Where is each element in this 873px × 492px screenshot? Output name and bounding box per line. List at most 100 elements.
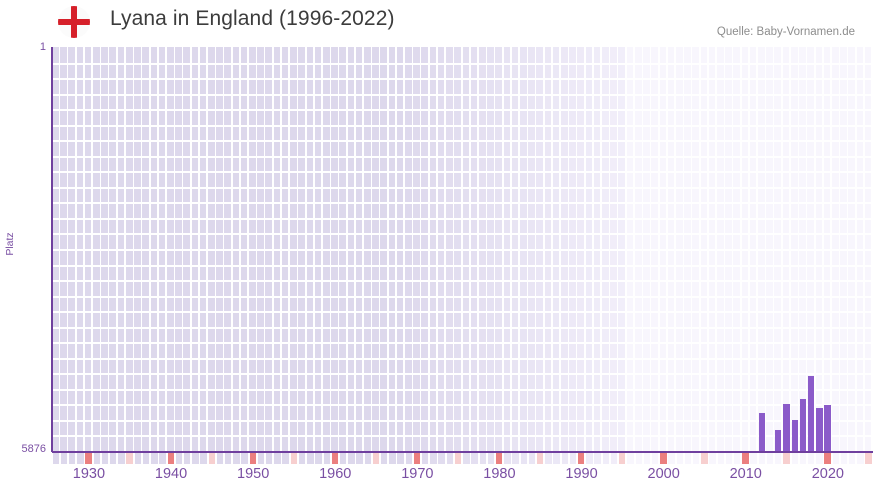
bar <box>807 376 815 451</box>
year-marker <box>619 453 626 464</box>
source-note: Quelle: Baby-Vornamen.de <box>716 26 855 38</box>
year-marker <box>536 453 544 464</box>
decade-marker <box>331 453 339 464</box>
year-marker <box>200 453 207 464</box>
year-marker <box>463 453 470 464</box>
decade-marker <box>495 453 503 464</box>
year-marker <box>676 453 683 464</box>
year-marker <box>397 453 404 464</box>
year-marker <box>807 453 815 464</box>
year-marker <box>627 453 634 464</box>
year-marker <box>216 453 224 464</box>
year-marker <box>471 453 478 464</box>
year-marker <box>717 453 725 464</box>
year-marker <box>175 453 183 464</box>
year-marker <box>422 453 429 464</box>
year-marker <box>799 453 807 464</box>
x-axis-tick-label: 1970 <box>401 466 434 482</box>
x-axis-tick-label: 1930 <box>72 466 106 482</box>
year-marker <box>734 453 741 464</box>
grid-line-horizontal <box>52 249 873 251</box>
year-marker <box>381 453 388 464</box>
page-title: Lyana in England (1996-2022) <box>110 7 395 30</box>
year-marker <box>848 453 856 464</box>
decade-marker <box>167 453 174 464</box>
decade-marker <box>413 453 421 464</box>
grid-line-horizontal <box>52 233 873 235</box>
decade-marker <box>578 453 585 464</box>
year-marker <box>610 453 618 464</box>
x-axis-tick-label: 2000 <box>647 466 680 482</box>
grid-line-horizontal <box>52 187 873 189</box>
year-marker <box>405 453 413 464</box>
grid-line-horizontal <box>52 373 873 375</box>
year-marker <box>725 453 733 464</box>
year-marker <box>446 453 454 464</box>
x-axis-tick-label: 2020 <box>811 466 844 482</box>
grid-line-horizontal <box>52 311 873 313</box>
year-marker <box>430 453 437 464</box>
grid-line-horizontal <box>52 202 873 204</box>
year-marker <box>832 453 839 464</box>
grid-line-horizontal <box>52 63 873 65</box>
x-axis-tick-strip <box>52 453 873 464</box>
year-marker <box>602 453 610 464</box>
grid-line-horizontal <box>52 265 873 267</box>
year-marker <box>857 453 864 464</box>
x-axis-tick-label: 1940 <box>154 466 188 482</box>
grid <box>52 47 873 451</box>
year-marker <box>266 453 273 464</box>
year-marker <box>257 453 265 464</box>
year-marker <box>315 453 322 464</box>
year-marker <box>684 453 692 464</box>
year-marker <box>372 453 380 464</box>
year-marker <box>307 453 314 464</box>
year-marker <box>766 453 774 464</box>
bar <box>799 399 807 451</box>
year-marker <box>60 453 68 464</box>
year-marker <box>134 453 142 464</box>
bar <box>775 430 782 451</box>
grid-line-horizontal <box>52 358 873 360</box>
year-marker <box>643 453 651 464</box>
grid-line-horizontal <box>52 280 873 282</box>
year-marker <box>101 453 109 464</box>
year-marker <box>339 453 347 464</box>
year-marker <box>290 453 298 464</box>
year-marker <box>692 453 700 464</box>
year-marker <box>323 453 330 464</box>
year-marker <box>758 453 766 464</box>
year-marker <box>709 453 716 464</box>
year-marker <box>298 453 306 464</box>
year-marker <box>69 453 76 464</box>
grid-line-horizontal <box>52 389 873 391</box>
grid-line-horizontal <box>52 125 873 127</box>
y-axis-title: Platz <box>4 232 16 256</box>
grid-line-horizontal <box>52 94 873 96</box>
bar <box>783 404 790 451</box>
england-flag-icon <box>58 6 90 38</box>
year-marker <box>183 453 191 464</box>
grid-line-horizontal <box>52 342 873 344</box>
year-marker <box>241 453 248 464</box>
year-marker <box>348 453 355 464</box>
grid-line-horizontal <box>52 218 873 220</box>
year-marker <box>151 453 158 464</box>
x-axis-tick-label: 1990 <box>565 466 598 482</box>
bar <box>758 413 766 451</box>
year-marker <box>454 453 462 464</box>
grid-line-horizontal <box>52 296 873 298</box>
year-marker <box>487 453 495 464</box>
y-axis-bottom-label: 5876 <box>21 443 46 455</box>
year-marker <box>504 453 511 464</box>
year-marker <box>545 453 552 464</box>
decade-marker <box>742 453 749 464</box>
year-marker <box>865 453 872 464</box>
year-marker <box>159 453 166 464</box>
year-marker <box>479 453 486 464</box>
year-marker <box>93 453 101 464</box>
grid-line-horizontal <box>52 78 873 80</box>
year-marker <box>750 453 757 464</box>
grid-line-horizontal <box>52 420 873 422</box>
